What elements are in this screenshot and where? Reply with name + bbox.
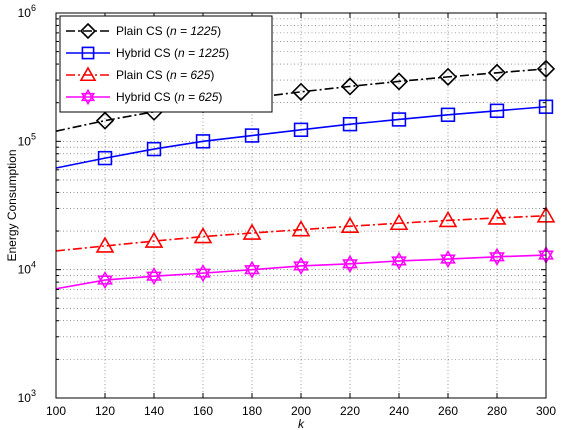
x-tick-label: 240 xyxy=(389,404,409,418)
series-1-point xyxy=(291,82,311,101)
series-3-point xyxy=(340,216,360,234)
y-tick-label: 106 xyxy=(18,3,36,20)
legend-marker-tri-down xyxy=(80,92,96,106)
series-4-point-tri-down xyxy=(489,252,505,266)
series-4-point xyxy=(391,251,407,271)
legend-entry-2: Hybrid CS (n = 1225) xyxy=(66,46,229,60)
series-2-point xyxy=(146,141,162,157)
series-2-point xyxy=(440,107,456,122)
x-tick-label: 120 xyxy=(95,404,115,418)
series-4-point-tri-up xyxy=(146,267,162,281)
x-tick-label: 220 xyxy=(340,404,360,418)
series-2-point xyxy=(195,134,211,149)
series-2-point xyxy=(489,103,505,118)
series-1-line xyxy=(55,68,547,132)
series-1-point xyxy=(95,111,115,130)
series-1-point xyxy=(438,67,458,86)
x-tick-label: 300 xyxy=(536,404,556,418)
legend-entry-4: Hybrid CS (n = 625) xyxy=(66,88,222,106)
series-2-point xyxy=(97,150,113,166)
x-tick-label: 140 xyxy=(144,404,164,418)
legend-label: Plain CS (n = 625) xyxy=(116,68,214,82)
series-4-point xyxy=(440,249,456,269)
legend-marker-tri-up xyxy=(80,88,96,102)
series-4-point xyxy=(489,247,505,266)
series-3-point xyxy=(193,226,213,244)
series-3-point xyxy=(291,220,311,237)
legend-marker xyxy=(81,46,95,60)
legend-box xyxy=(59,15,273,113)
series-4-point-tri-up xyxy=(293,256,309,271)
series-4-point xyxy=(293,256,309,276)
series-1-point xyxy=(487,63,507,82)
series-4-point-tri-up xyxy=(342,254,358,269)
series-3-point xyxy=(242,223,262,240)
series-4-point-tri-up xyxy=(97,270,113,285)
series-2-point xyxy=(342,116,358,132)
legend-label: Hybrid CS (n = 625) xyxy=(116,90,222,104)
series-1-point xyxy=(340,77,360,96)
legend-entry-1: Plain CS (n = 1225) xyxy=(66,22,221,40)
y-tick-label: 103 xyxy=(18,388,36,405)
series-4-point-tri-down xyxy=(195,268,211,283)
series-4-point xyxy=(195,264,211,283)
series-4-point xyxy=(342,254,358,273)
series-4-line xyxy=(55,254,547,290)
series-4-point-tri-down xyxy=(293,261,309,276)
series-4-point-tri-up xyxy=(195,264,211,278)
series-2-point xyxy=(293,122,309,137)
tick-labels: 100 120 140 160 180 200 220 240 260 280 300 103 104 1… xyxy=(18,3,557,418)
series-2-line xyxy=(55,105,547,169)
series-3-point xyxy=(389,213,409,231)
series-4 xyxy=(55,245,554,290)
legend: Plain CS (n = 1225) Hybrid CS (n = 1225) P… xyxy=(59,15,273,113)
axis-ticks xyxy=(55,13,547,399)
series-4-point xyxy=(97,270,113,290)
legend-marker xyxy=(79,22,97,40)
series-1-point xyxy=(389,72,409,91)
series-3 xyxy=(55,206,556,253)
series-4-point-tri-up xyxy=(391,251,407,266)
series-4-point-tri-up xyxy=(244,260,260,275)
series-4-point-tri-down xyxy=(391,256,407,271)
y-tick-label: 105 xyxy=(18,131,36,148)
series-4-point-tri-down xyxy=(146,271,162,286)
x-tick-label: 180 xyxy=(242,404,262,418)
legend-entry-3: Plain CS (n = 625) xyxy=(66,66,214,82)
series-4-point xyxy=(244,260,260,279)
y-tick-label: 104 xyxy=(18,260,36,277)
legend-marker xyxy=(80,88,96,106)
x-tick-label: 100 xyxy=(46,404,66,418)
series-4-point-tri-down xyxy=(97,275,113,290)
series-4-point-tri-down xyxy=(244,265,260,279)
series-4-point-tri-up xyxy=(440,249,456,264)
y-axis-title: Energy Consumption xyxy=(5,149,19,261)
grid-lines xyxy=(56,13,546,398)
x-tick-label: 160 xyxy=(193,404,213,418)
series-3-point xyxy=(438,210,458,228)
series-2-point xyxy=(391,112,407,127)
legend-label: Plain CS (n = 1225) xyxy=(116,24,221,38)
series-3-line xyxy=(55,214,547,252)
x-axis-title: k xyxy=(298,417,305,430)
legend-label: Hybrid CS (n = 1225) xyxy=(116,46,229,60)
series-4-point xyxy=(146,267,162,286)
series-2 xyxy=(55,99,554,169)
x-tick-label: 260 xyxy=(438,404,458,418)
series-2-point xyxy=(244,128,260,143)
series-4-point-tri-down xyxy=(342,259,358,273)
series-4-point-tri-up xyxy=(489,247,505,262)
series-3-point xyxy=(144,231,164,248)
series-4-point-tri-down xyxy=(440,254,456,269)
series-3-point xyxy=(487,208,507,225)
series-3-point xyxy=(95,236,115,253)
legend-marker xyxy=(79,66,97,82)
x-tick-label: 200 xyxy=(291,404,311,418)
x-tick-label: 280 xyxy=(487,404,507,418)
